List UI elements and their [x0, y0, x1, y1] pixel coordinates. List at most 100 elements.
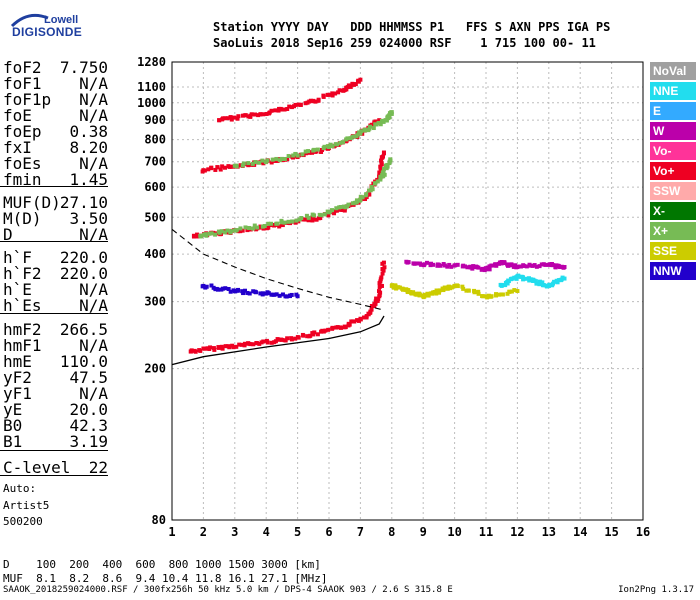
data-point — [229, 117, 234, 122]
data-point — [533, 279, 538, 284]
param-name: yE — [3, 400, 23, 419]
data-point — [471, 264, 476, 269]
data-point — [376, 297, 381, 302]
param-value: N/A — [79, 90, 108, 109]
param-name: C-level — [3, 458, 71, 477]
data-point — [275, 221, 280, 226]
data-point — [354, 200, 359, 205]
data-point — [265, 340, 270, 345]
data-point — [455, 262, 460, 267]
param-value: N/A — [79, 225, 108, 244]
data-point — [338, 140, 343, 145]
footer-version: Ion2Png 1.3.17 — [618, 585, 694, 595]
data-point — [494, 263, 499, 268]
data-point — [234, 344, 239, 349]
param-row: foF1 N/A — [3, 74, 108, 93]
param-value: 0.38 — [69, 122, 108, 141]
data-point — [499, 283, 504, 288]
data-point — [287, 104, 292, 109]
data-point — [273, 339, 278, 344]
data-point — [255, 341, 260, 346]
data-point — [293, 220, 298, 225]
data-point — [442, 285, 447, 290]
data-point — [436, 289, 441, 293]
data-point — [289, 337, 294, 342]
separator — [0, 241, 108, 242]
data-point — [393, 284, 398, 289]
data-point — [330, 93, 335, 98]
data-point — [466, 288, 471, 293]
data-point — [250, 161, 255, 166]
param-row: foEp 0.38 — [3, 122, 108, 141]
data-point — [382, 172, 387, 177]
data-point — [553, 265, 558, 270]
legend-item: NoVal — [650, 62, 696, 80]
data-point — [264, 291, 269, 296]
data-point — [260, 291, 265, 296]
param-name: foEp — [3, 122, 42, 141]
data-point — [253, 112, 258, 117]
data-point — [283, 338, 288, 343]
param-row: C-level 22 — [3, 458, 108, 477]
y-tick-label: 80 — [152, 513, 166, 527]
param-value: 47.5 — [69, 368, 108, 387]
data-point — [285, 336, 290, 341]
data-point — [442, 263, 447, 268]
data-point — [405, 289, 410, 293]
data-point — [431, 262, 436, 267]
data-point — [289, 105, 294, 110]
param-row: h`Es N/A — [3, 296, 108, 315]
data-point — [330, 208, 335, 213]
data-point — [232, 228, 237, 233]
x-tick-label: 9 — [420, 525, 427, 539]
param-row: M(D) 3.50 — [3, 209, 108, 228]
data-point — [246, 163, 251, 168]
separator — [0, 450, 108, 451]
data-point — [312, 147, 317, 152]
data-point — [480, 266, 485, 271]
data-point — [385, 162, 390, 167]
param-name: foE — [3, 106, 32, 125]
param-row: foE N/A — [3, 106, 108, 125]
param-value: 3.19 — [69, 432, 108, 451]
data-point — [238, 163, 243, 168]
logo-company: Lowell — [44, 14, 79, 26]
data-point — [373, 301, 378, 306]
data-point — [374, 122, 379, 127]
data-point — [336, 90, 341, 95]
data-point — [509, 262, 514, 267]
data-point — [238, 226, 243, 231]
data-point — [265, 158, 270, 163]
data-point — [348, 84, 353, 89]
data-point — [539, 262, 544, 267]
data-point — [332, 211, 337, 216]
data-point — [502, 260, 507, 265]
data-point — [296, 335, 301, 340]
data-point — [305, 334, 310, 339]
param-value: 110.0 — [59, 352, 108, 371]
data-point — [527, 262, 532, 267]
data-point — [239, 342, 244, 347]
legend-item: Vo+ — [650, 162, 696, 180]
data-point — [311, 99, 316, 104]
data-point — [277, 293, 282, 298]
data-point — [242, 341, 247, 346]
param-value: 27.10 — [59, 193, 108, 212]
y-tick-label: 1000 — [137, 96, 166, 110]
data-point — [554, 278, 559, 283]
data-point — [257, 160, 262, 165]
param-row: MUF(D) 27.10 — [3, 193, 108, 212]
data-point — [308, 98, 313, 103]
param-row: foF1p N/A — [3, 90, 108, 109]
data-point — [245, 290, 250, 295]
data-point — [515, 274, 520, 279]
data-point — [389, 283, 394, 288]
data-point — [463, 264, 468, 269]
data-point — [198, 348, 203, 353]
x-tick-label: 12 — [510, 525, 524, 539]
data-point — [472, 290, 477, 295]
data-point — [373, 119, 378, 124]
data-point — [476, 265, 481, 270]
data-point — [258, 224, 263, 229]
data-point — [235, 288, 240, 293]
